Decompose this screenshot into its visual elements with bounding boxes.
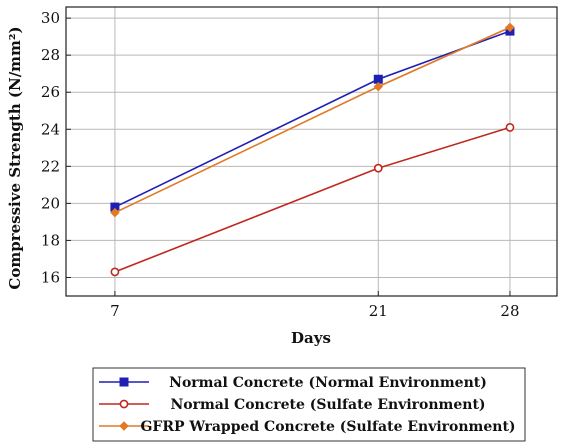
y-tick-label: 16 bbox=[41, 268, 60, 286]
legend-label: Normal Concrete (Normal Environment) bbox=[169, 375, 487, 391]
series-2 bbox=[110, 123, 515, 277]
y-tick-label: 18 bbox=[41, 231, 60, 249]
legend-marker bbox=[119, 377, 129, 387]
legend-label: Normal Concrete (Sulfate Environment) bbox=[170, 397, 485, 413]
x-tick-label: 21 bbox=[369, 302, 388, 320]
legend-label: GFRP Wrapped Concrete (Sulfate Environme… bbox=[140, 419, 515, 435]
axis-ticks: 16 18 20 22 24 26 28 30 7 21 28 bbox=[41, 9, 520, 320]
plot-area-frame bbox=[65, 6, 558, 297]
legend-entry-3: GFRP Wrapped Concrete (Sulfate Environme… bbox=[99, 419, 516, 435]
y-tick-label: 24 bbox=[41, 120, 60, 138]
x-tick-label: 28 bbox=[500, 302, 519, 320]
data-point bbox=[373, 163, 383, 173]
legend-entry-1: Normal Concrete (Normal Environment) bbox=[99, 375, 487, 391]
data-point bbox=[373, 81, 383, 92]
data-point bbox=[110, 207, 120, 218]
y-tick-label: 22 bbox=[41, 157, 60, 175]
data-point bbox=[110, 267, 120, 277]
grid bbox=[66, 7, 557, 296]
legend-entry-2: Normal Concrete (Sulfate Environment) bbox=[99, 397, 486, 413]
x-tick-label: 7 bbox=[110, 302, 120, 320]
legend-marker bbox=[119, 421, 129, 431]
y-tick-label: 28 bbox=[41, 46, 60, 64]
series-group bbox=[110, 22, 515, 277]
y-tick-label: 20 bbox=[41, 194, 60, 212]
data-point bbox=[505, 22, 515, 33]
series-line bbox=[114, 126, 511, 273]
y-tick-label: 26 bbox=[41, 83, 60, 101]
x-axis-label: Days bbox=[291, 329, 331, 347]
y-tick-label: 30 bbox=[41, 9, 60, 27]
data-point bbox=[505, 123, 515, 132]
legend: Normal Concrete (Normal Environment) Norm… bbox=[92, 367, 526, 442]
legend-marker bbox=[119, 399, 129, 409]
legend-box bbox=[92, 367, 526, 442]
y-axis-label: Compressive Strength (N/mm²) bbox=[6, 26, 24, 289]
series-line bbox=[114, 30, 511, 208]
series-3 bbox=[110, 22, 515, 218]
